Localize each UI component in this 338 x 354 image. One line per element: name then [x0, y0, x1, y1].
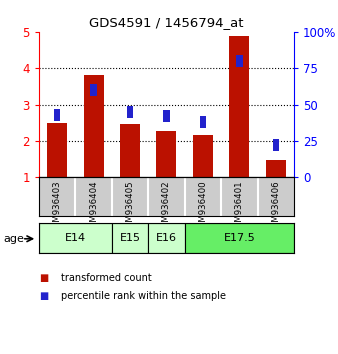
Bar: [156, 131, 176, 177]
Bar: [120, 124, 140, 177]
Text: E15: E15: [120, 233, 141, 243]
Text: age: age: [3, 234, 24, 244]
Text: E17.5: E17.5: [223, 233, 255, 243]
Text: GSM936406: GSM936406: [271, 180, 280, 233]
Text: GSM936401: GSM936401: [235, 180, 244, 233]
Bar: [272, 139, 279, 151]
Bar: [83, 75, 103, 177]
Bar: [230, 36, 249, 177]
Bar: [193, 136, 213, 177]
Text: E14: E14: [65, 233, 86, 243]
Bar: [127, 106, 133, 118]
Text: GSM936400: GSM936400: [198, 180, 208, 233]
Text: GSM936404: GSM936404: [89, 180, 98, 233]
Bar: [90, 84, 97, 96]
Text: GSM936405: GSM936405: [125, 180, 135, 233]
Bar: [47, 123, 67, 177]
Bar: [54, 109, 61, 120]
Bar: [163, 110, 170, 122]
Bar: [266, 160, 286, 177]
Bar: [236, 55, 243, 67]
Text: GSM936402: GSM936402: [162, 180, 171, 233]
Text: E16: E16: [156, 233, 177, 243]
Text: ■: ■: [39, 291, 48, 301]
Bar: [112, 223, 148, 253]
Title: GDS4591 / 1456794_at: GDS4591 / 1456794_at: [89, 16, 244, 29]
Text: transformed count: transformed count: [61, 273, 151, 283]
Text: percentile rank within the sample: percentile rank within the sample: [61, 291, 226, 301]
Bar: [200, 116, 206, 128]
Text: GSM936403: GSM936403: [53, 180, 62, 233]
Bar: [185, 223, 294, 253]
Bar: [148, 223, 185, 253]
Text: ■: ■: [39, 273, 48, 283]
Bar: [39, 223, 112, 253]
